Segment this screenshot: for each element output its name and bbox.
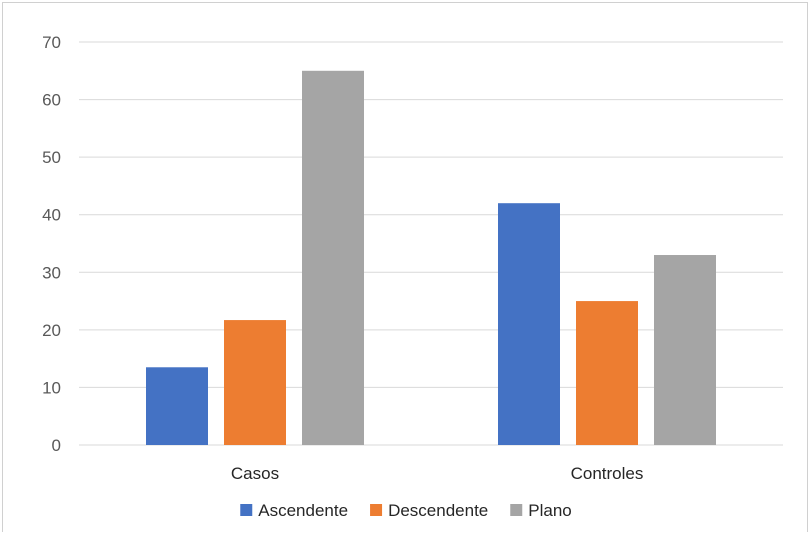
legend-label: Descendente	[388, 501, 488, 520]
legend-item-ascendente: Ascendente	[240, 501, 348, 520]
legend-label: Ascendente	[258, 501, 348, 520]
legend: Ascendente Descendente Plano	[240, 501, 572, 520]
bars	[146, 70, 716, 446]
legend-swatch	[240, 504, 253, 516]
y-tick-label: 50	[42, 148, 61, 167]
x-axis-categories: Casos Controles	[231, 464, 643, 483]
bar-descendente-casos	[224, 320, 286, 445]
legend-item-descendente: Descendente	[370, 501, 488, 520]
y-axis-ticks: 0 10 20 30 40 50 60 70	[42, 33, 61, 455]
y-tick-label: 40	[42, 206, 61, 225]
bar-plano-casos	[302, 70, 364, 446]
y-tick-label: 0	[52, 436, 61, 455]
bar-plano-controles	[654, 255, 716, 445]
bar-descendente-controles	[576, 301, 638, 445]
legend-swatch	[510, 504, 523, 516]
legend-label: Plano	[528, 501, 571, 520]
bar-chart: 0 10 20 30 40 50 60 70 Casos Controles Ascendent…	[42, 33, 783, 520]
legend-item-plano: Plano	[510, 501, 572, 520]
y-tick-label: 10	[42, 378, 61, 397]
y-tick-label: 20	[42, 321, 61, 340]
legend-swatch	[370, 504, 383, 516]
x-category-label: Controles	[571, 464, 644, 483]
y-tick-label: 70	[42, 33, 61, 52]
y-tick-label: 60	[42, 91, 61, 110]
bar-ascendente-controles	[498, 203, 560, 445]
y-tick-label: 30	[42, 263, 61, 282]
bar-ascendente-casos	[146, 367, 208, 445]
x-category-label: Casos	[231, 464, 279, 483]
